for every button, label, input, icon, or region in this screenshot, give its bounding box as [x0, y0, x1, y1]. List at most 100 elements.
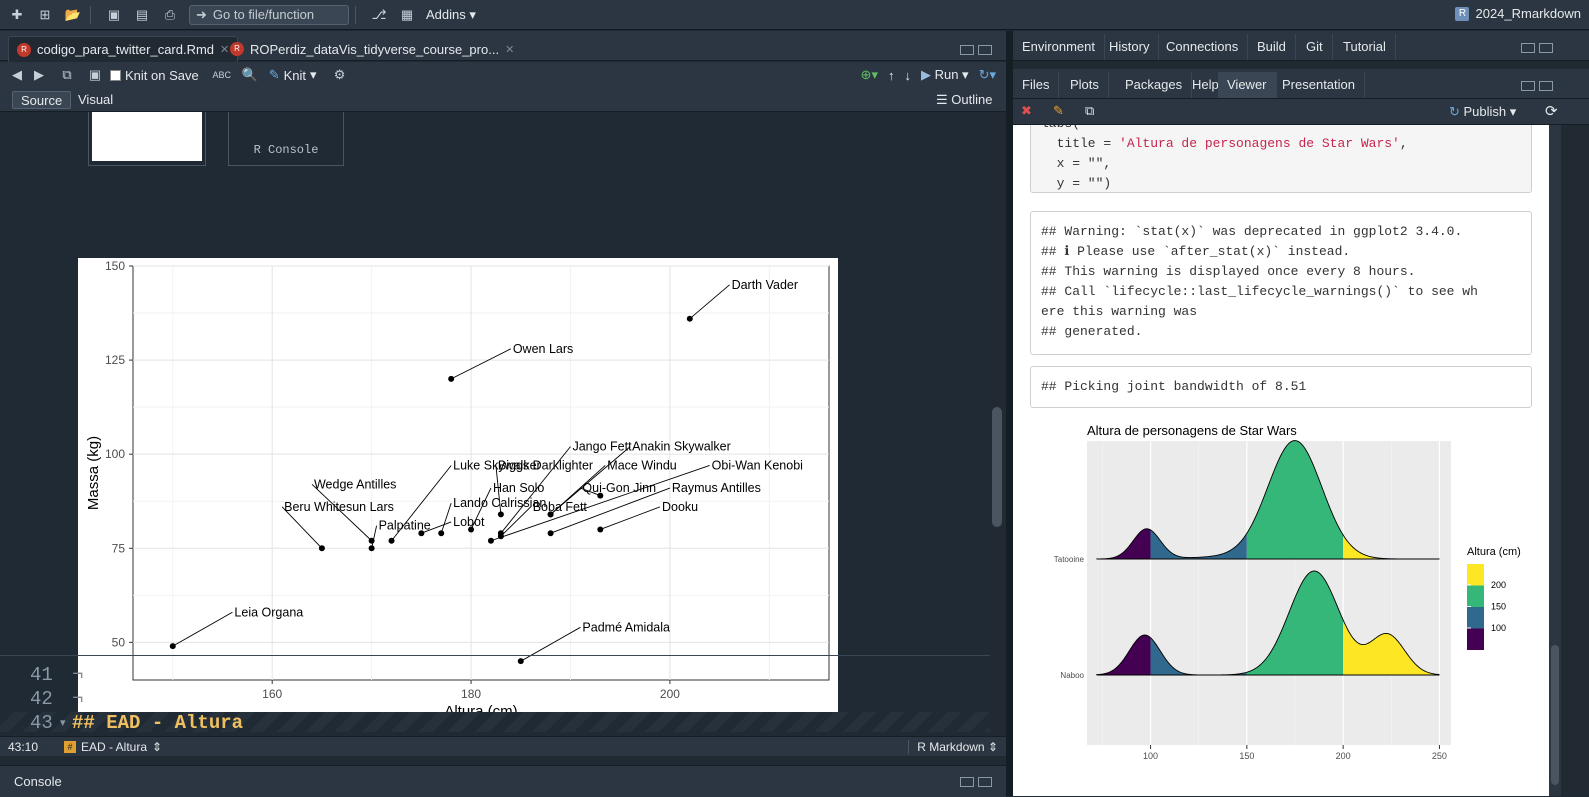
gear-icon[interactable]: ⚙: [333, 67, 346, 82]
tab-packages[interactable]: Packages: [1116, 72, 1193, 98]
editor-toolbar: ◀ ▶ ⧉ ▣ Knit on Save ABC 🔍 ✎ Knit ▾ ⚙ ⊕▾…: [0, 62, 1006, 88]
x-tick-label: 100: [1143, 751, 1158, 761]
scroll-thumb[interactable]: [1551, 645, 1559, 785]
tab-codigo[interactable]: R codigo_para_twitter_card.Rmd ✕: [8, 36, 239, 62]
run-button[interactable]: ▶ Run ▾: [920, 67, 969, 82]
line-text: ¬: [72, 688, 84, 710]
label-leader: [495, 465, 502, 515]
outline-label: Outline: [951, 92, 993, 107]
knit-button[interactable]: ✎ Knit ▾: [268, 67, 317, 83]
tab-history[interactable]: History: [1100, 34, 1160, 60]
tab-plots[interactable]: Plots: [1061, 72, 1109, 98]
addins-menu[interactable]: Addins ▾: [426, 6, 476, 22]
maximize-icon[interactable]: [1539, 81, 1553, 91]
legend-colorbar-segment: [1467, 564, 1484, 586]
show-in-window-icon[interactable]: ⧉: [1085, 103, 1095, 118]
new-project-icon[interactable]: ⊞: [39, 6, 51, 22]
data-point: [169, 643, 176, 650]
git-icon[interactable]: ⎇: [371, 6, 387, 22]
refresh-icon[interactable]: ⟳: [1545, 103, 1558, 120]
code-token: title =: [1041, 136, 1120, 151]
data-point: [318, 545, 325, 552]
tab-build[interactable]: Build: [1248, 34, 1296, 60]
clear-viewer-icon[interactable]: ✖: [1021, 103, 1032, 118]
data-point: [487, 537, 494, 544]
insert-chunk-icon[interactable]: ⊕▾: [860, 67, 878, 82]
outline-button[interactable]: ☰ Outline: [928, 91, 1000, 109]
line-number: 41: [30, 664, 53, 686]
data-point: [497, 511, 504, 518]
arrow-up-icon[interactable]: ↑: [887, 67, 895, 83]
tab-visual[interactable]: Visual: [78, 92, 114, 107]
y-tick-label: 150: [105, 259, 125, 273]
section-navigator[interactable]: # EAD - Altura ⇕: [64, 740, 162, 754]
y-tick-label: 100: [105, 447, 125, 461]
minimize-icon[interactable]: [960, 45, 974, 55]
save-icon[interactable]: ▣: [107, 6, 121, 22]
tab-environment[interactable]: Environment: [1013, 34, 1105, 60]
label-leader: [421, 521, 452, 534]
arrow-down-icon[interactable]: ↓: [904, 67, 911, 83]
fold-icon[interactable]: ▾: [60, 718, 66, 730]
label-leader: [281, 506, 323, 549]
label-leader: [580, 487, 601, 497]
maximize-icon[interactable]: [978, 777, 992, 787]
code-line-43[interactable]: 43 ▾ ## EAD - Altura: [0, 712, 990, 732]
tab-roperdiz[interactable]: R ROPerdiz_dataVis_tidyverse_course_pro.…: [222, 36, 522, 62]
knit-on-save-checkbox[interactable]: Knit on Save: [110, 68, 199, 83]
plot-thumbnail[interactable]: [88, 112, 206, 166]
forward-icon[interactable]: ▶: [34, 67, 44, 82]
tab-source[interactable]: Source: [12, 91, 72, 109]
tab-files[interactable]: Files: [1013, 72, 1060, 98]
goto-file-input[interactable]: ➜ Go to file/function: [189, 4, 349, 25]
label-leader: [470, 487, 492, 530]
console-thumbnail[interactable]: R Console: [228, 112, 344, 166]
tab-tutorial[interactable]: Tutorial: [1334, 34, 1396, 60]
editor-scrollbar[interactable]: [990, 112, 1004, 732]
point-label: Darth Vader: [732, 278, 798, 292]
minimize-icon[interactable]: [1521, 43, 1535, 53]
minimize-icon[interactable]: [1521, 81, 1535, 91]
tab-git[interactable]: Git: [1297, 34, 1333, 60]
x-tick-label: 180: [461, 687, 481, 701]
back-icon[interactable]: ◀: [12, 67, 22, 82]
ridge-category-label: Tatooine: [1054, 555, 1085, 564]
broom-icon[interactable]: ✎: [1053, 103, 1064, 118]
project-menu[interactable]: R 2024_Rmarkdown: [1455, 6, 1581, 21]
tab-viewer[interactable]: Viewer: [1218, 72, 1277, 98]
main-toolbar: ✚ ⊞ 📂 ▣ ▤ ⎙ ➜ Go to file/function ⎇ ▦ Ad…: [0, 0, 1589, 30]
publish-button[interactable]: ↻ Publish ▾: [1449, 104, 1517, 119]
tab-presentation[interactable]: Presentation: [1273, 72, 1365, 98]
code-editor[interactable]: R Console Darth Vader Owen Lars Leia Organ…: [0, 112, 990, 732]
section-icon: #: [64, 740, 76, 753]
data-point: [418, 530, 425, 537]
code-line-41[interactable]: 41 ¬: [0, 664, 990, 688]
close-icon[interactable]: ✕: [505, 43, 515, 56]
y-tick-label: 125: [105, 353, 125, 367]
save-icon[interactable]: ▣: [88, 67, 102, 82]
tab-connections[interactable]: Connections: [1157, 34, 1249, 60]
maximize-icon[interactable]: [1539, 43, 1553, 53]
console-header[interactable]: Console: [0, 765, 1006, 797]
line-text: ## EAD - Altura: [72, 712, 244, 732]
viewer-scrollbar[interactable]: [1549, 125, 1561, 796]
cursor-position: 43:10: [8, 739, 39, 754]
minimize-icon[interactable]: [960, 777, 974, 787]
point-label: Luke Skywalker: [453, 458, 541, 472]
close-icon[interactable]: ✕: [220, 44, 230, 56]
density-outline: [1096, 440, 1440, 560]
open-file-icon[interactable]: 📂: [64, 6, 82, 22]
code-line-42[interactable]: 42 ¬: [0, 688, 990, 712]
show-in-window-icon[interactable]: ⧉: [62, 67, 72, 82]
spellcheck-icon[interactable]: ABC: [212, 70, 231, 80]
scroll-thumb[interactable]: [992, 407, 1002, 527]
new-file-icon[interactable]: ✚: [11, 6, 23, 22]
density-outline: [1096, 570, 1440, 676]
filetype-menu[interactable]: R Markdown ⇕: [908, 739, 998, 754]
rerun-icon[interactable]: ↻▾: [978, 67, 996, 82]
search-icon[interactable]: 🔍: [241, 67, 258, 82]
grid-layout-icon[interactable]: ▦: [400, 6, 414, 22]
save-all-icon[interactable]: ▤: [135, 6, 149, 22]
print-icon[interactable]: ⎙: [164, 6, 176, 22]
maximize-icon[interactable]: [978, 45, 992, 55]
